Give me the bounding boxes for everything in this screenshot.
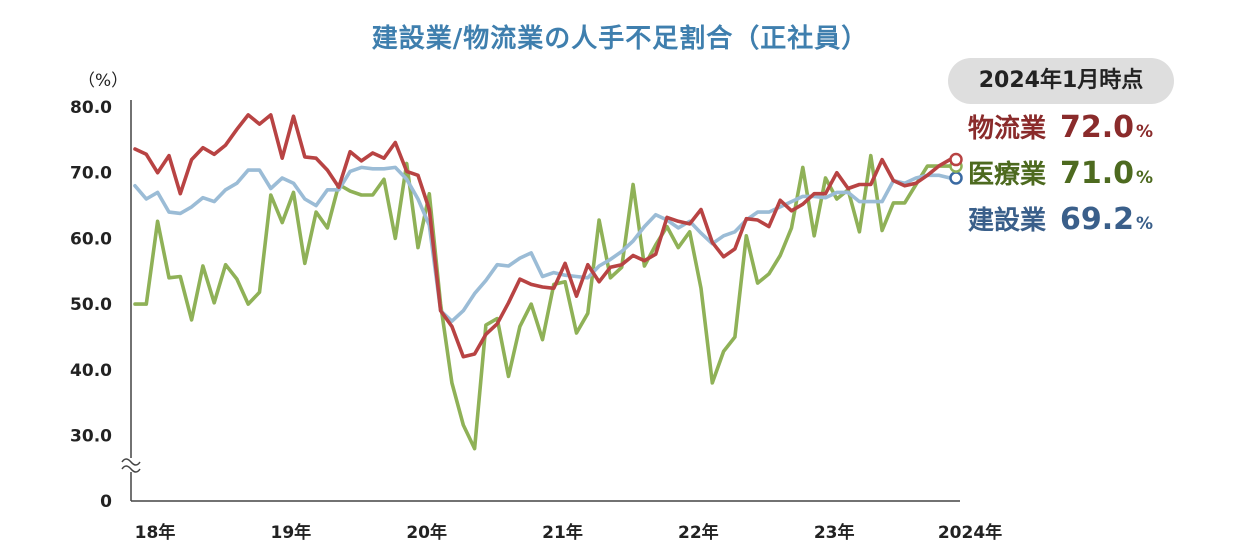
summary-unit: % [1136,214,1154,234]
summary-logistics: 物流業 72.0% [968,108,1153,152]
summary-medical: 医療業 71.0% [968,154,1153,198]
y-tick-label: 30.0 [70,427,112,447]
chart-title: 建設業/物流業の人手不足割合（正社員） [371,24,869,54]
x-tick-label: 20年 [406,522,447,543]
y-tick-label: 40.0 [70,361,112,381]
summary-name: 建設業 [968,206,1047,236]
x-tick-label: 22年 [678,522,719,543]
endpoint-marker [949,152,963,167]
summary-value: 71.0 [1060,156,1135,191]
chart-axes: （%） 80.0 70.0 60.0 50.0 40.0 30.0 0 [70,71,960,512]
y-tick-label: 50.0 [70,295,112,315]
series-line-2 [133,165,952,324]
summary-name: 物流業 [968,114,1047,144]
y-tick-label: 0 [100,492,112,512]
endpoint-marker [949,171,963,185]
series-line-1 [133,153,952,451]
summary-value: 69.2 [1060,202,1135,237]
x-axis-labels: 18年 19年 20年 21年 22年 23年 2024年 [135,522,1003,543]
y-axis-unit-label: （%） [78,71,128,91]
y-tick-label: 70.0 [70,164,112,184]
date-badge: 2024年1月時点 [948,58,1174,104]
x-tick-label: 23年 [814,522,855,543]
series-line-0 [133,113,952,359]
summary-unit: % [1136,122,1154,142]
x-tick-label: 19年 [270,522,311,543]
summary-value: 72.0 [1060,110,1135,145]
axis-break-mark [121,458,141,473]
summary-unit: % [1136,168,1154,188]
summary-name: 医療業 [968,160,1047,190]
series-lines [133,113,963,451]
y-tick-label: 80.0 [70,98,112,118]
summary-construction: 建設業 69.2% [968,200,1153,244]
x-tick-label: 2024年 [938,522,1002,543]
y-tick-label: 60.0 [70,229,112,249]
x-tick-label: 21年 [542,522,583,543]
x-tick-label: 18年 [135,522,176,543]
